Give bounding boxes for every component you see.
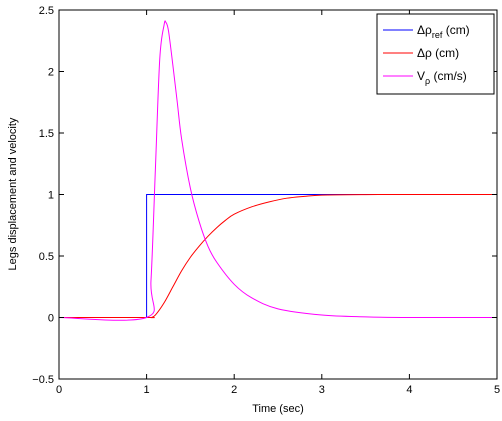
y-tick-label: 0 [48, 313, 54, 325]
y-axis-label: Legs displacement and velocity [7, 117, 19, 270]
x-tick-label: 2 [231, 384, 237, 396]
legend-entry: Δρ (cm) [417, 46, 459, 60]
series-layer [58, 20, 498, 321]
x-tick-label: 3 [319, 384, 325, 396]
legend-box [376, 13, 495, 95]
x-tick-label: 5 [494, 384, 500, 396]
y-tick-label: 1.5 [39, 128, 54, 140]
legend-entry: Vρ (cm/s) [417, 69, 467, 86]
y-tick-label: 1 [48, 190, 54, 202]
x-axis-label: Time (sec) [252, 403, 304, 415]
y-tick-label: −0.5 [32, 374, 54, 386]
series-line-3 [58, 20, 498, 321]
x-tick-label: 0 [56, 384, 62, 396]
x-tick-label: 4 [406, 384, 412, 396]
legend-entry: Δρref (cm) [417, 23, 470, 40]
y-tick-label: 2.5 [39, 5, 54, 17]
legend: Δρref (cm) Δρ (cm) Vρ (cm/s) [376, 13, 495, 95]
y-tick-label: 0.5 [39, 251, 54, 263]
y-tick-label: 2 [48, 67, 54, 79]
x-tick-label: 1 [144, 384, 150, 396]
series-line-2 [59, 193, 498, 319]
